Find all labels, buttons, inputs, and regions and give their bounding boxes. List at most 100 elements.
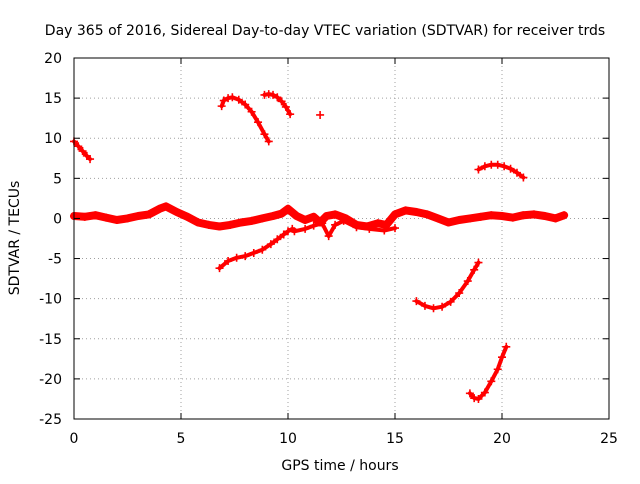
data-point — [401, 206, 410, 215]
data-point — [500, 162, 509, 171]
data-point — [465, 214, 474, 223]
data-point — [78, 147, 87, 156]
data-point — [236, 218, 245, 227]
data-point — [420, 301, 429, 310]
data-point — [412, 297, 421, 306]
data-point — [493, 160, 502, 169]
series-trace — [467, 344, 509, 401]
data-point — [352, 223, 361, 232]
series-arc-E — [465, 342, 511, 403]
data-point — [412, 208, 421, 217]
data-point — [373, 219, 382, 228]
data-point — [204, 220, 213, 229]
data-point — [480, 162, 489, 171]
data-point — [331, 220, 340, 229]
data-point — [224, 256, 233, 265]
data-point — [498, 353, 506, 362]
data-point — [382, 220, 391, 229]
data-point — [318, 219, 327, 228]
data-point — [273, 93, 282, 102]
data-point — [144, 210, 153, 219]
series-arc-D — [412, 258, 483, 313]
data-point — [292, 212, 301, 221]
data-point — [112, 216, 121, 225]
data-point — [269, 90, 278, 99]
data-point — [266, 240, 275, 249]
data-point — [301, 224, 310, 233]
data-point — [512, 168, 521, 177]
data-point — [247, 216, 256, 225]
data-point — [277, 209, 286, 218]
data-point — [519, 173, 528, 182]
data-point — [234, 95, 243, 104]
series-central-band — [70, 202, 569, 231]
data-point — [219, 96, 228, 105]
y-tick-label: 15 — [44, 91, 62, 107]
data-point — [423, 210, 432, 219]
data-point — [217, 102, 226, 111]
data-point — [264, 137, 273, 146]
data-point — [480, 388, 489, 397]
x-tick-label: 15 — [386, 431, 404, 447]
data-point — [508, 213, 517, 222]
data-point — [429, 304, 438, 313]
data-point — [277, 97, 286, 106]
y-tick-label: -25 — [39, 412, 62, 428]
series-isolated-point — [316, 110, 325, 119]
data-point — [155, 204, 164, 213]
plot-frame — [73, 57, 610, 420]
data-point — [241, 252, 250, 261]
data-point — [470, 265, 479, 274]
data-point — [474, 165, 483, 174]
data-point — [86, 155, 95, 164]
data-point — [493, 365, 502, 374]
data-layer — [70, 90, 569, 403]
data-point — [530, 210, 539, 219]
data-point — [74, 142, 83, 151]
chart-title: Day 365 of 2016, Sidereal Day-to-day VTE… — [45, 23, 605, 39]
data-point — [433, 214, 442, 223]
data-point — [506, 164, 515, 173]
series-early-descent — [70, 137, 95, 164]
data-point — [560, 211, 569, 220]
data-point — [102, 213, 111, 222]
y-tick-label: -20 — [39, 372, 62, 388]
data-point — [183, 212, 192, 221]
data-point — [487, 211, 496, 220]
data-point — [249, 248, 258, 257]
data-point — [455, 289, 464, 298]
data-point — [215, 264, 224, 273]
data-point — [224, 94, 233, 103]
data-point — [322, 212, 331, 221]
grid-layer — [74, 58, 609, 419]
data-point — [134, 212, 143, 221]
data-point — [264, 90, 273, 99]
x-tick-label: 25 — [600, 431, 618, 447]
data-point — [254, 118, 263, 127]
data-point — [309, 212, 318, 221]
data-point — [474, 394, 483, 403]
data-point — [284, 204, 292, 213]
data-point — [487, 377, 496, 386]
data-point — [476, 212, 485, 221]
x-tick-label: 0 — [70, 431, 79, 447]
y-tick-label: 5 — [53, 171, 62, 187]
x-axis-label: GPS time / hours — [281, 458, 398, 474]
data-point — [316, 110, 325, 119]
data-point — [162, 202, 171, 211]
y-tick-label: 20 — [44, 51, 62, 67]
tick-layer: 0 5 10 15 20 25 -25 -20 -15 -10 -5 0 5 10 15 20 — [39, 51, 618, 447]
data-point — [228, 93, 237, 102]
data-point — [540, 212, 549, 221]
data-point — [463, 277, 472, 286]
y-axis-label: SDTVAR / TECUs — [7, 181, 23, 296]
data-point — [444, 218, 453, 227]
data-point — [247, 107, 256, 116]
data-point — [273, 235, 282, 244]
y-tick-label: -10 — [39, 292, 62, 308]
data-point — [194, 218, 203, 227]
data-point — [281, 102, 290, 111]
series-trace — [219, 95, 271, 144]
series-arc-A — [217, 93, 273, 146]
